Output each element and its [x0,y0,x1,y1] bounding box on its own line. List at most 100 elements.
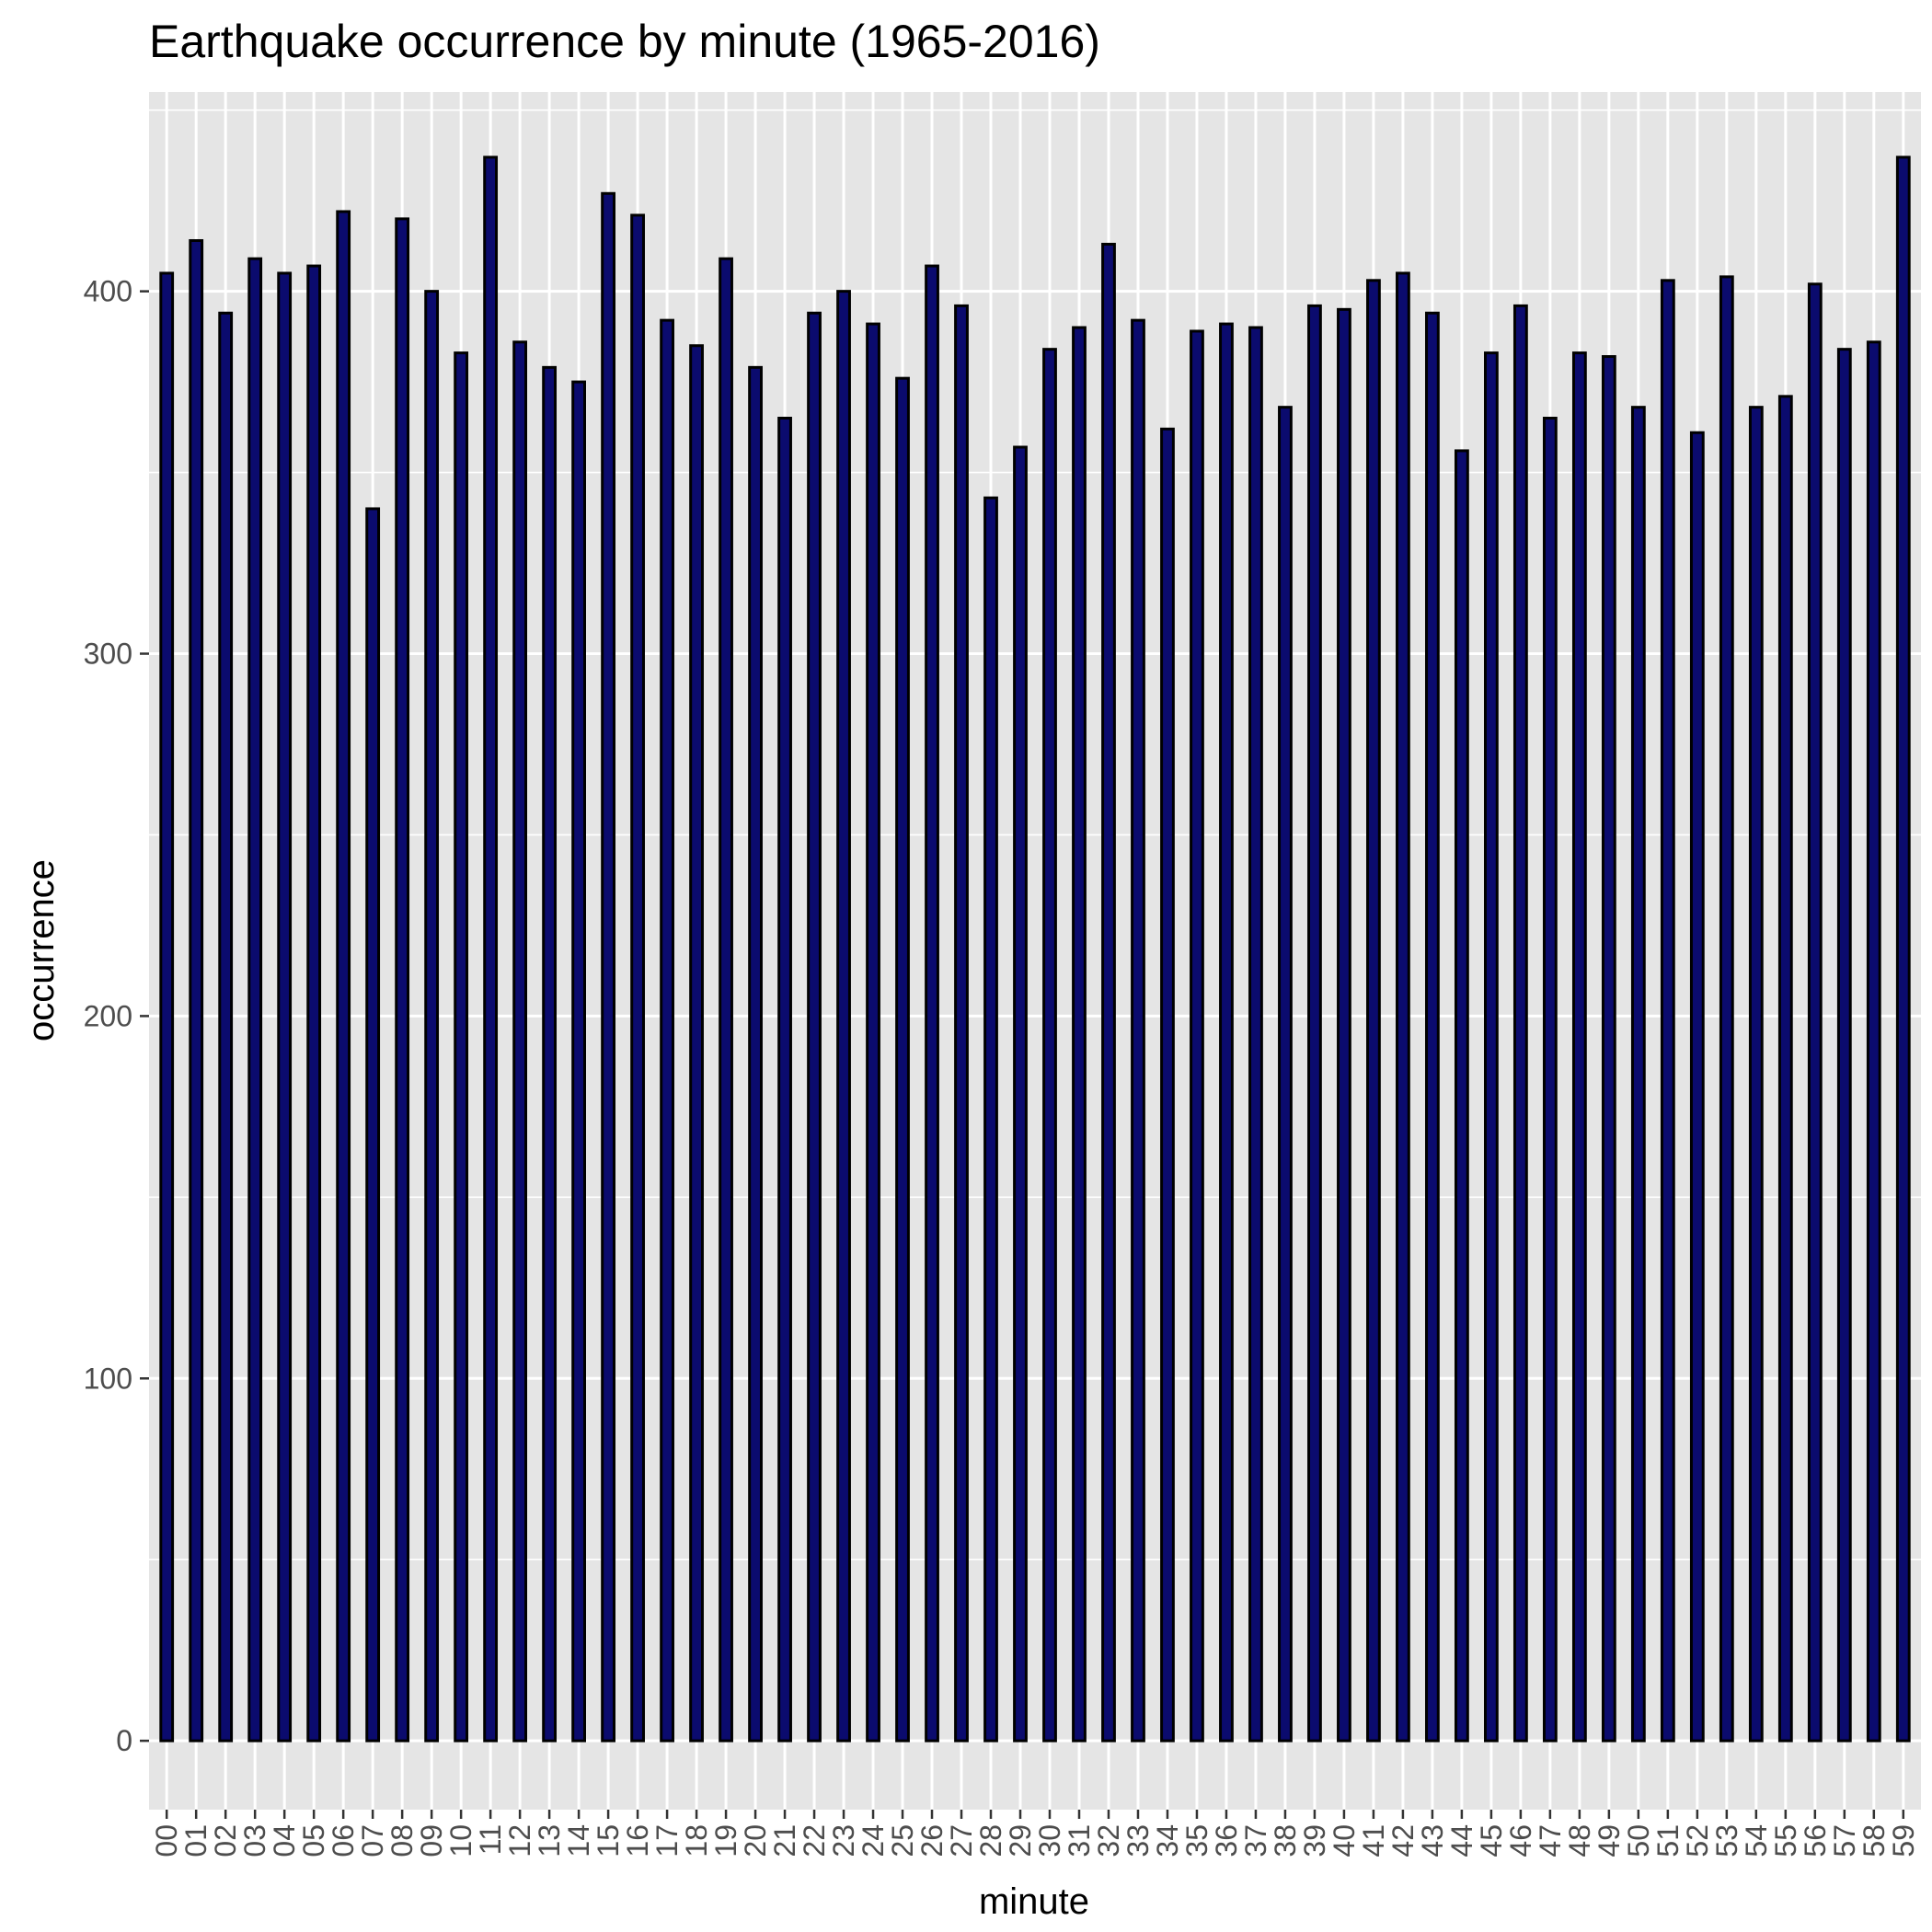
bar-10 [454,351,469,1742]
bars [159,155,1911,1742]
bar-45 [1483,351,1499,1742]
x-tick-label: 23 [827,1824,860,1857]
x-tick-label: 43 [1416,1824,1449,1857]
x-tick-label: 49 [1593,1824,1626,1857]
bar-13 [542,365,558,1742]
bar-42 [1396,271,1410,1742]
bar-04 [277,271,293,1742]
x-tick-label: 50 [1622,1824,1655,1857]
bar-02 [218,311,234,1742]
bar-56 [1807,282,1823,1742]
x-tick-label: 54 [1740,1824,1773,1857]
bar-31 [1072,326,1087,1742]
y-tick-label: 0 [116,1724,132,1757]
bar-05 [306,264,322,1742]
bar-40 [1337,307,1351,1742]
y-tick-label: 100 [84,1362,132,1395]
x-tick-label: 06 [327,1824,360,1857]
x-tick-label: 15 [592,1824,625,1857]
x-tick-label: 44 [1445,1824,1478,1857]
bar-30 [1042,348,1057,1742]
x-tick-label: 13 [533,1824,566,1857]
bar-52 [1689,431,1705,1742]
bar-55 [1777,395,1793,1742]
bar-16 [630,213,645,1742]
x-tick-label: 33 [1121,1824,1155,1857]
x-tick-label: 51 [1651,1824,1685,1857]
x-tick-label: 09 [415,1824,448,1857]
bar-37 [1248,326,1263,1742]
bar-32 [1101,242,1116,1742]
bar-09 [424,290,440,1742]
bar-49 [1601,355,1616,1742]
bar-33 [1131,318,1145,1742]
x-tick-label: 20 [739,1824,772,1857]
bar-22 [807,311,822,1742]
x-tick-label: 31 [1063,1824,1096,1857]
x-tick-label: 26 [915,1824,949,1857]
bar-54 [1748,406,1764,1742]
x-tick-label: 45 [1475,1824,1508,1857]
x-tick-label: 14 [562,1824,595,1857]
x-tick-label: 41 [1357,1824,1390,1857]
x-tick-label: 39 [1298,1824,1331,1857]
x-tick-label: 25 [886,1824,919,1857]
x-tick-label: 40 [1328,1824,1361,1857]
bar-21 [777,416,792,1742]
bar-20 [748,365,763,1742]
bar-39 [1307,304,1322,1742]
bar-59 [1895,155,1911,1742]
x-tick-label: 36 [1210,1824,1243,1857]
bar-57 [1836,348,1852,1742]
x-tick-label: 02 [209,1824,242,1857]
bar-36 [1219,322,1234,1742]
bar-11 [483,155,499,1742]
bar-08 [395,217,410,1742]
y-axis-title: occurrence [21,859,62,1041]
y-tick-label: 400 [84,275,132,308]
x-tick-label: 32 [1092,1824,1125,1857]
x-tick-label: 22 [798,1824,831,1857]
bar-50 [1630,406,1646,1742]
x-tick-label: 24 [857,1824,890,1857]
x-tick-label: 01 [179,1824,213,1857]
x-tick-label: 53 [1710,1824,1743,1857]
x-tick-label: 38 [1269,1824,1302,1857]
bar-14 [571,380,587,1742]
bar-35 [1190,329,1204,1742]
x-tick-label: 05 [297,1824,330,1857]
bar-34 [1160,427,1175,1742]
bar-19 [719,257,733,1742]
bar-44 [1455,449,1469,1742]
x-tick-label: 56 [1799,1824,1832,1857]
bar-28 [983,496,998,1742]
x-tick-label: 57 [1828,1824,1861,1857]
bar-29 [1013,445,1028,1742]
x-tick-label: 10 [444,1824,477,1857]
x-tick-label: 37 [1239,1824,1272,1857]
bar-24 [866,322,880,1742]
x-tick-label: 11 [474,1824,507,1855]
x-tick-label: 27 [945,1824,978,1857]
x-tick-label: 07 [356,1824,389,1857]
x-tick-label: 03 [238,1824,271,1857]
y-axis: 0 100 200 300 400 [84,275,149,1757]
x-tick-label: 55 [1769,1824,1802,1857]
bar-12 [512,340,528,1742]
bar-43 [1425,311,1440,1742]
plot-panel [149,92,1921,1810]
x-tick-label: 16 [621,1824,654,1857]
x-tick-label: 58 [1857,1824,1891,1857]
bar-51 [1660,279,1675,1742]
bar-46 [1512,304,1528,1742]
bar-58 [1866,340,1881,1742]
x-tick-label: 18 [680,1824,713,1857]
x-tick-label: 28 [974,1824,1007,1857]
chart-title: Earthquake occurrence by minute (1965-20… [149,16,1100,67]
bar-38 [1278,406,1293,1742]
x-tick-label: 52 [1681,1824,1714,1857]
x-tick-label: 47 [1534,1824,1567,1857]
bar-07 [365,507,381,1742]
